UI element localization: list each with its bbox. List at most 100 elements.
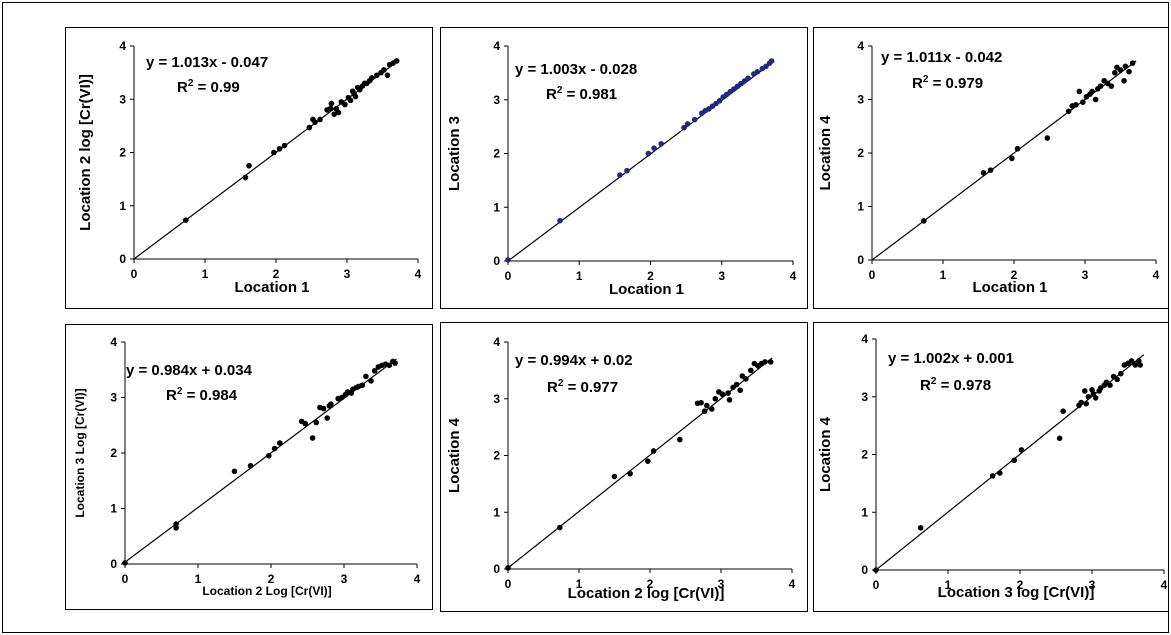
- x-axis-label: Location 2 Log [Cr(VI)]: [202, 584, 331, 598]
- x-tick-label: 0: [873, 578, 880, 592]
- data-point: [917, 525, 924, 531]
- data-point: [712, 395, 719, 402]
- data-point: [658, 141, 664, 147]
- data-point: [1085, 393, 1092, 400]
- y-tick-label: 3: [493, 93, 500, 107]
- data-point: [271, 149, 277, 156]
- data-point: [767, 359, 774, 365]
- x-tick-label: 4: [415, 267, 422, 281]
- chart-svg-3: 0 1 2 3 4 0 1 2 3 4 y = 1.011x - 0.042 R2 = 0.979 Lo…: [817, 39, 1160, 296]
- data-point: [987, 167, 994, 173]
- data-point: [726, 397, 733, 403]
- chart-panel-2: 0 1 2 3 4 0 1 2 3 4 y = 1.003x - 0.028 R2 = 0.981 Lo…: [440, 27, 808, 309]
- data-point: [1126, 68, 1132, 75]
- chart-svg-4: 0 1 2 3 4 0 1 2 3 4 y = 0.984x + 0.034 R2 = 0.984 Lo…: [73, 335, 421, 598]
- x-tick-label: 1: [576, 269, 583, 283]
- data-point: [748, 367, 754, 374]
- data-point: [1014, 145, 1021, 152]
- data-point: [1080, 99, 1086, 105]
- x-tick-label: 1: [945, 578, 952, 592]
- trendline-equation: y = 1.013x - 0.047: [146, 54, 268, 71]
- y-axis-label: Location 3: [446, 116, 463, 191]
- y-tick-label: 1: [493, 505, 500, 519]
- y-tick-label: 4: [861, 332, 868, 346]
- data-point: [505, 257, 511, 263]
- y-tick-label: 3: [119, 92, 126, 106]
- x-tick-label: 1: [202, 267, 209, 281]
- y-axis-label: Location 4: [446, 417, 463, 493]
- r-squared: R2 = 0.978: [920, 376, 991, 394]
- data-point: [317, 116, 323, 123]
- x-tick-label: 3: [1082, 268, 1089, 282]
- y-tick-label: 0: [861, 563, 868, 577]
- y-tick-label: 2: [110, 446, 117, 460]
- y-tick-label: 3: [861, 390, 868, 404]
- data-point: [1078, 399, 1084, 406]
- data-point: [342, 101, 348, 108]
- y-axis-label: Location 4: [817, 416, 834, 492]
- data-point: [331, 111, 338, 117]
- data-point: [352, 93, 359, 100]
- data-point: [1097, 83, 1104, 89]
- data-point: [309, 435, 316, 441]
- x-tick-label: 1: [940, 268, 947, 282]
- data-point: [1092, 395, 1099, 401]
- chart-svg-1: 0 1 2 3 4 0 1 2 3 4 y = 1.013x - 0.047 R2 = 0.99 Loc…: [77, 39, 422, 296]
- y-tick-label: 2: [493, 147, 500, 161]
- data-point: [719, 391, 726, 398]
- data-point: [505, 565, 511, 571]
- data-point: [247, 462, 254, 469]
- data-point: [242, 174, 249, 181]
- chart-panel-1: 0 1 2 3 4 0 1 2 3 4 y = 1.013x - 0.047 R2 = 0.99 Loc…: [65, 27, 433, 309]
- x-tick-label: 0: [505, 577, 512, 591]
- data-point: [281, 142, 288, 149]
- y-tick-label: 2: [119, 146, 126, 160]
- x-tick-label: 4: [790, 269, 797, 283]
- trendline-equation: y = 1.011x - 0.042: [881, 49, 1002, 66]
- data-point: [1083, 400, 1090, 407]
- data-point: [1072, 102, 1079, 108]
- data-point: [1065, 108, 1072, 115]
- data-point: [1137, 362, 1144, 368]
- data-point: [701, 408, 708, 415]
- y-tick-label: 1: [861, 505, 868, 519]
- data-point: [359, 382, 366, 389]
- data-point: [1089, 88, 1095, 95]
- y-tick-label: 1: [119, 199, 126, 213]
- x-axis-label: Location 1: [234, 279, 309, 296]
- data-point: [183, 217, 189, 223]
- data-point: [1056, 435, 1063, 442]
- x-tick-label: 2: [647, 269, 654, 283]
- data-point: [1107, 382, 1113, 388]
- data-point: [1011, 457, 1018, 464]
- data-point: [1060, 408, 1066, 414]
- y-tick-label: 2: [493, 449, 500, 463]
- x-tick-label: 0: [869, 268, 876, 282]
- data-point: [1108, 83, 1115, 89]
- x-tick-label: 1: [195, 572, 202, 586]
- r-squared: R2 = 0.981: [546, 85, 617, 103]
- data-point: [320, 405, 327, 412]
- x-tick-label: 2: [273, 267, 280, 281]
- chart-panel-5: 0 1 2 3 4 0 1 2 3 4 y = 0.994x + 0.02 R2 = 0.977 Loc…: [440, 322, 808, 612]
- data-point: [716, 98, 723, 104]
- y-tick-label: 0: [119, 252, 126, 266]
- data-point: [980, 169, 987, 176]
- x-tick-label: 4: [414, 572, 421, 586]
- chart-panel-3: 0 1 2 3 4 0 1 2 3 4 y = 1.011x - 0.042 R2 = 0.979 Lo…: [813, 27, 1169, 309]
- x-tick-label: 2: [268, 572, 275, 586]
- data-point: [1128, 358, 1135, 364]
- data-point: [1132, 362, 1138, 368]
- r-squared: R2 = 0.99: [177, 78, 240, 96]
- data-point: [557, 524, 563, 531]
- data-point: [1018, 447, 1025, 453]
- data-point: [754, 69, 761, 75]
- x-axis-label: Location 2 log [Cr(VI)]: [568, 585, 725, 602]
- data-point: [371, 368, 378, 374]
- y-tick-label: 3: [110, 391, 117, 405]
- data-point: [698, 399, 704, 406]
- data-point: [381, 67, 387, 73]
- data-point: [1092, 96, 1099, 103]
- x-axis-label: Location 3 log [Cr(VI)]: [938, 584, 1095, 601]
- r-squared: R2 = 0.979: [912, 74, 983, 92]
